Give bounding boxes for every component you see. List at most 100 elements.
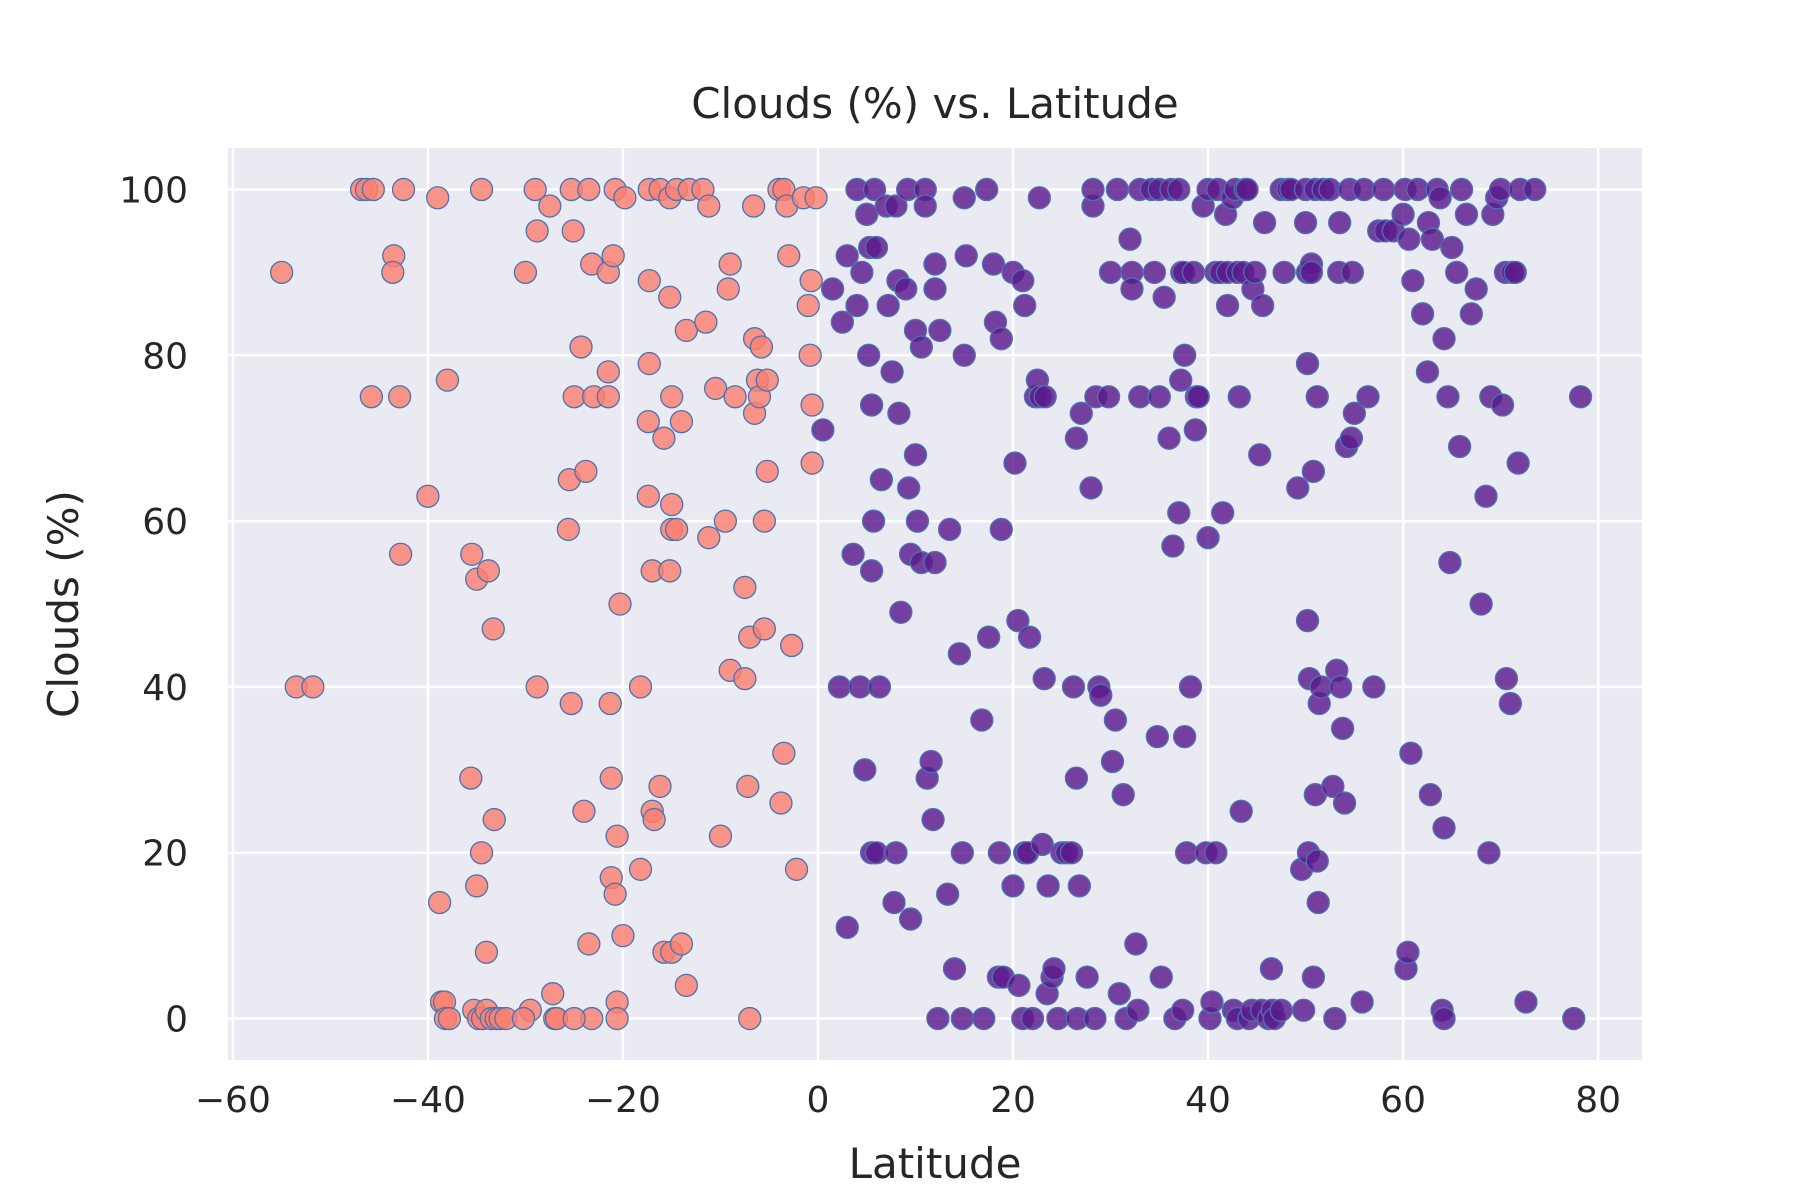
scatter-point	[628, 675, 653, 699]
scatter-point	[975, 177, 999, 202]
scatter-point	[1328, 210, 1352, 235]
scatter-point	[636, 409, 660, 434]
y-tick-label: 100	[119, 170, 188, 211]
scatter-point	[952, 186, 976, 210]
scatter-point	[1568, 385, 1593, 409]
scatter-point	[1342, 401, 1366, 425]
scatter-point	[936, 882, 960, 906]
x-tick-label: 40	[1185, 1080, 1231, 1121]
scatter-point	[708, 824, 733, 848]
scatter-point	[1305, 849, 1329, 873]
scatter-point	[598, 691, 622, 716]
scatter-point	[1432, 816, 1456, 840]
scatter-point	[887, 401, 911, 425]
scatter-point	[476, 559, 501, 583]
scatter-point	[898, 907, 923, 931]
scatter-point	[1503, 260, 1527, 285]
scatter-point	[1003, 451, 1027, 475]
scatter-point	[387, 385, 412, 409]
scatter-point	[1445, 260, 1469, 285]
scatter-point	[811, 418, 835, 442]
scatter-point	[864, 841, 889, 865]
scatter-point	[1069, 401, 1093, 425]
scatter-point	[596, 360, 620, 384]
tick-labels: −60 −40 −20 0 20 40 60 80 0 20 40 60 80 100	[119, 170, 1621, 1121]
scatter-point	[1440, 235, 1464, 260]
scatter-point	[541, 982, 565, 1006]
scatter-point	[1523, 177, 1547, 202]
scatter-point	[1464, 277, 1488, 301]
scatter-point	[769, 791, 793, 815]
scatter-point	[301, 675, 325, 699]
scatter-point	[1167, 177, 1191, 202]
scatter-point	[755, 459, 779, 483]
scatter-point	[897, 476, 921, 500]
y-axis-label: Clouds (%)	[39, 490, 88, 718]
scatter-point	[1356, 385, 1380, 409]
scatter-point	[660, 385, 684, 409]
scatter-point	[1352, 177, 1376, 202]
scatter-point	[1204, 841, 1228, 865]
scatter-point	[511, 1006, 536, 1031]
scatter-point	[861, 509, 886, 533]
scatter-point	[1124, 932, 1148, 956]
scatter-point	[909, 335, 933, 359]
scatter-point	[772, 741, 796, 765]
scatter-point	[697, 526, 721, 550]
scatter-point	[1152, 285, 1176, 309]
scatter-point	[474, 940, 499, 964]
scatter-point	[1259, 957, 1284, 981]
scatter-point	[913, 194, 937, 218]
scatter-point	[599, 766, 623, 790]
scatter-point	[1299, 260, 1324, 285]
scatter-point	[1340, 260, 1365, 285]
y-tick-label: 40	[142, 668, 188, 709]
scatter-point	[556, 517, 580, 542]
scatter-point	[1350, 990, 1374, 1014]
scatter-point	[987, 841, 1012, 865]
x-axis-label: Latitude	[849, 1139, 1022, 1188]
scatter-point	[482, 807, 506, 832]
scatter-point	[989, 517, 1013, 542]
scatter-point	[1013, 293, 1037, 318]
scatter-point	[658, 559, 682, 583]
scatter-point	[613, 186, 637, 210]
scatter-point	[741, 194, 766, 218]
scatter-point	[694, 310, 718, 334]
scatter-point	[1120, 277, 1144, 301]
scatter-point	[1186, 385, 1210, 409]
scatter-point	[1399, 741, 1423, 765]
scatter-point	[950, 1006, 974, 1031]
scatter-point	[1321, 774, 1345, 799]
scatter-point	[835, 915, 859, 939]
scatter-point	[569, 335, 593, 359]
scatter-point	[919, 749, 943, 774]
scatter-point	[1514, 990, 1538, 1014]
scatter-point	[923, 277, 947, 301]
scatter-point	[1196, 526, 1220, 550]
scatter-point	[784, 857, 809, 881]
scatter-point	[1174, 841, 1199, 865]
scatter-point	[1447, 434, 1472, 459]
scatter-point	[950, 841, 974, 865]
scatter-point	[269, 260, 294, 285]
scatter-point	[1172, 343, 1197, 367]
scatter-point	[1147, 385, 1171, 409]
scatter-point	[1211, 501, 1235, 525]
x-tick-label: −40	[390, 1080, 466, 1121]
scatter-point	[1105, 177, 1130, 202]
scatter-point	[848, 675, 872, 699]
scatter-point	[669, 409, 694, 434]
y-tick-label: 60	[142, 502, 188, 543]
scatter-point	[830, 310, 855, 334]
scatter-point	[605, 1006, 629, 1031]
x-tick-label: −60	[195, 1080, 271, 1121]
scatter-point	[1107, 982, 1131, 1006]
scatter-point	[921, 807, 945, 832]
scatter-point	[1227, 385, 1251, 409]
scatter-point	[882, 890, 906, 915]
scatter-point	[1428, 186, 1452, 210]
scatter-point	[947, 642, 972, 666]
scatter-point	[820, 277, 845, 301]
scatter-point	[1172, 725, 1197, 749]
